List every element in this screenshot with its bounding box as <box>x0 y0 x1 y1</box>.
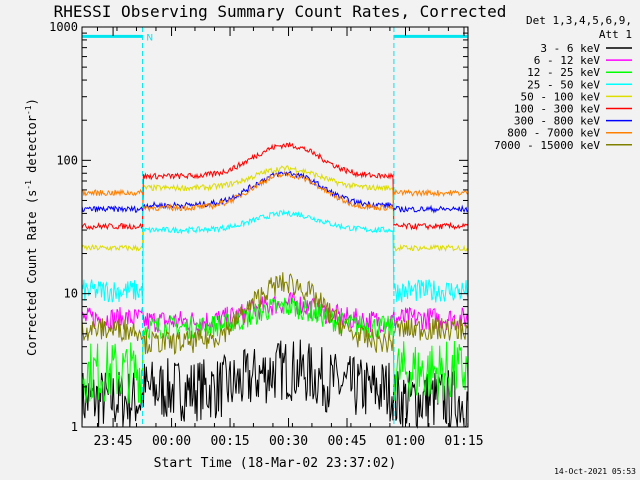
legend-header-line-1: Det 1,3,4,5,6,9, <box>526 14 632 27</box>
y-axis-label-sup1: -1 <box>24 180 33 190</box>
legend-entry-label: 25 - 50 keV <box>527 78 600 91</box>
series-line <box>81 142 469 231</box>
axis-layer: 1 10 100 1000 23:45 00:00 00:15 00:30 00:45 01:00… <box>49 20 483 449</box>
y-axis-label-main: Corrected Count Rate (s <box>25 190 39 356</box>
plot-frame <box>81 26 469 428</box>
y-axis-label-sup2: -1 <box>24 105 33 115</box>
series-line <box>81 171 469 213</box>
series-line <box>81 272 469 356</box>
timestamp: 14-Oct-2021 05:53 <box>554 467 636 476</box>
legend-entry-label: 7000 - 15000 keV <box>494 139 600 152</box>
x-tick-label: 23:45 <box>94 434 133 449</box>
y-axis-label-end: ) <box>25 98 39 105</box>
legend-entry-label: 100 - 300 keV <box>514 103 600 116</box>
legend-entry-label: 300 - 800 keV <box>514 115 600 128</box>
x-tick-label: 00:00 <box>152 434 191 449</box>
y-tick-label: 1000 <box>49 20 78 34</box>
x-tick-label: 00:45 <box>327 434 366 449</box>
y-axis-label-mid: detector <box>25 115 39 180</box>
series-line <box>81 165 469 253</box>
legend-entry-label: 3 - 6 keV <box>540 42 600 55</box>
legend-entry-label: 50 - 100 keV <box>521 90 601 103</box>
y-axis-label: Corrected Count Rate (s-1 detector-1) <box>24 98 39 356</box>
x-tick-label: 01:00 <box>386 434 425 449</box>
y-tick-label: 10 <box>64 287 78 301</box>
y-tick-label: 100 <box>56 153 78 167</box>
chart-title: RHESSI Observing Summary Count Rates, Co… <box>54 2 507 21</box>
series-line <box>81 208 469 303</box>
series-layer <box>81 142 469 429</box>
legend-header-line-2: Att 1 <box>599 28 632 41</box>
series-line <box>81 291 469 333</box>
legend-entry-label: 12 - 25 keV <box>527 66 600 79</box>
x-tick-label: 00:30 <box>269 434 308 449</box>
y-tick-label: 1 <box>71 420 78 434</box>
x-tick-label: 01:15 <box>444 434 483 449</box>
legend-entry-label: 6 - 12 keV <box>534 54 601 67</box>
x-axis-label: Start Time (18-Mar-02 23:37:02) <box>154 456 397 471</box>
series-line <box>81 339 469 429</box>
legend-entry-label: 800 - 7000 keV <box>507 127 600 140</box>
x-tick-label: 00:15 <box>210 434 249 449</box>
night-marker-label: N <box>146 33 153 43</box>
